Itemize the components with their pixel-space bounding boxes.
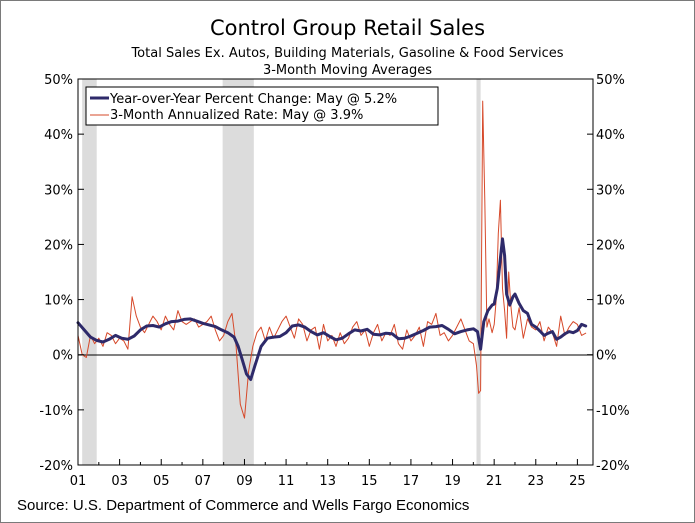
x-tick-label: 03 — [111, 474, 128, 489]
recession-band — [222, 79, 254, 465]
recession-shading — [82, 79, 481, 465]
y-tick-label-left: 30% — [44, 183, 73, 198]
legend-label-yoy: Year-over-Year Percent Change: May @ 5.2… — [109, 92, 397, 107]
y-tick-label-right: 50% — [596, 73, 625, 88]
y-tick-label-right: 30% — [596, 183, 625, 198]
y-tick-label-right: 0% — [596, 349, 617, 364]
y-tick-label-left: -20% — [39, 459, 73, 474]
chart-source: Source: U.S. Department of Commerce and … — [17, 497, 470, 514]
x-tick-label: 19 — [444, 474, 461, 489]
y-tick-label-left: 40% — [44, 128, 73, 143]
recession-band — [476, 79, 481, 465]
legend-label-ann: 3-Month Annualized Rate: May @ 3.9% — [110, 108, 363, 123]
y-tick-label-left: 50% — [44, 73, 73, 88]
recession-band — [82, 79, 97, 465]
y-tick-label-left: -10% — [39, 404, 73, 419]
chart-title: Control Group Retail Sales — [209, 16, 486, 40]
x-tick-label: 13 — [319, 474, 336, 489]
x-tick-label: 25 — [569, 474, 586, 489]
series-layer — [76, 100, 588, 419]
y-tick-label-left: 10% — [44, 294, 73, 309]
y-tick-label-right: -10% — [596, 404, 630, 419]
y-tick-label-right: 10% — [596, 294, 625, 309]
legend-box — [85, 86, 439, 126]
x-tick-label: 09 — [236, 474, 253, 489]
x-tick-label: 17 — [403, 474, 420, 489]
x-tick-label: 15 — [361, 474, 378, 489]
legend: Year-over-Year Percent Change: May @ 5.2… — [85, 86, 439, 126]
axis-ticks: 50% 50% 40% 40% 30% 30% 20% 20% 10% 10% 0% 0% -10% -1… — [39, 73, 629, 489]
series-line-annualized — [77, 100, 587, 419]
x-tick-label: 05 — [153, 474, 170, 489]
chart-subtitle: Total Sales Ex. Autos, Building Material… — [131, 46, 564, 61]
x-tick-label: 07 — [195, 474, 212, 489]
x-tick-label: 11 — [278, 474, 295, 489]
chart-subtitle-2: 3-Month Moving Averages — [262, 63, 433, 78]
series-line-yoy — [76, 237, 588, 381]
y-tick-label-left: 20% — [44, 238, 73, 253]
y-tick-label-right: -20% — [596, 459, 630, 474]
x-tick-label: 21 — [486, 474, 503, 489]
y-tick-label-left: 0% — [52, 349, 73, 364]
y-tick-label-right: 20% — [596, 238, 625, 253]
y-tick-label-right: 40% — [596, 128, 625, 143]
plot-border — [77, 78, 594, 466]
x-tick-label: 01 — [70, 474, 87, 489]
x-tick-label: 23 — [528, 474, 545, 489]
